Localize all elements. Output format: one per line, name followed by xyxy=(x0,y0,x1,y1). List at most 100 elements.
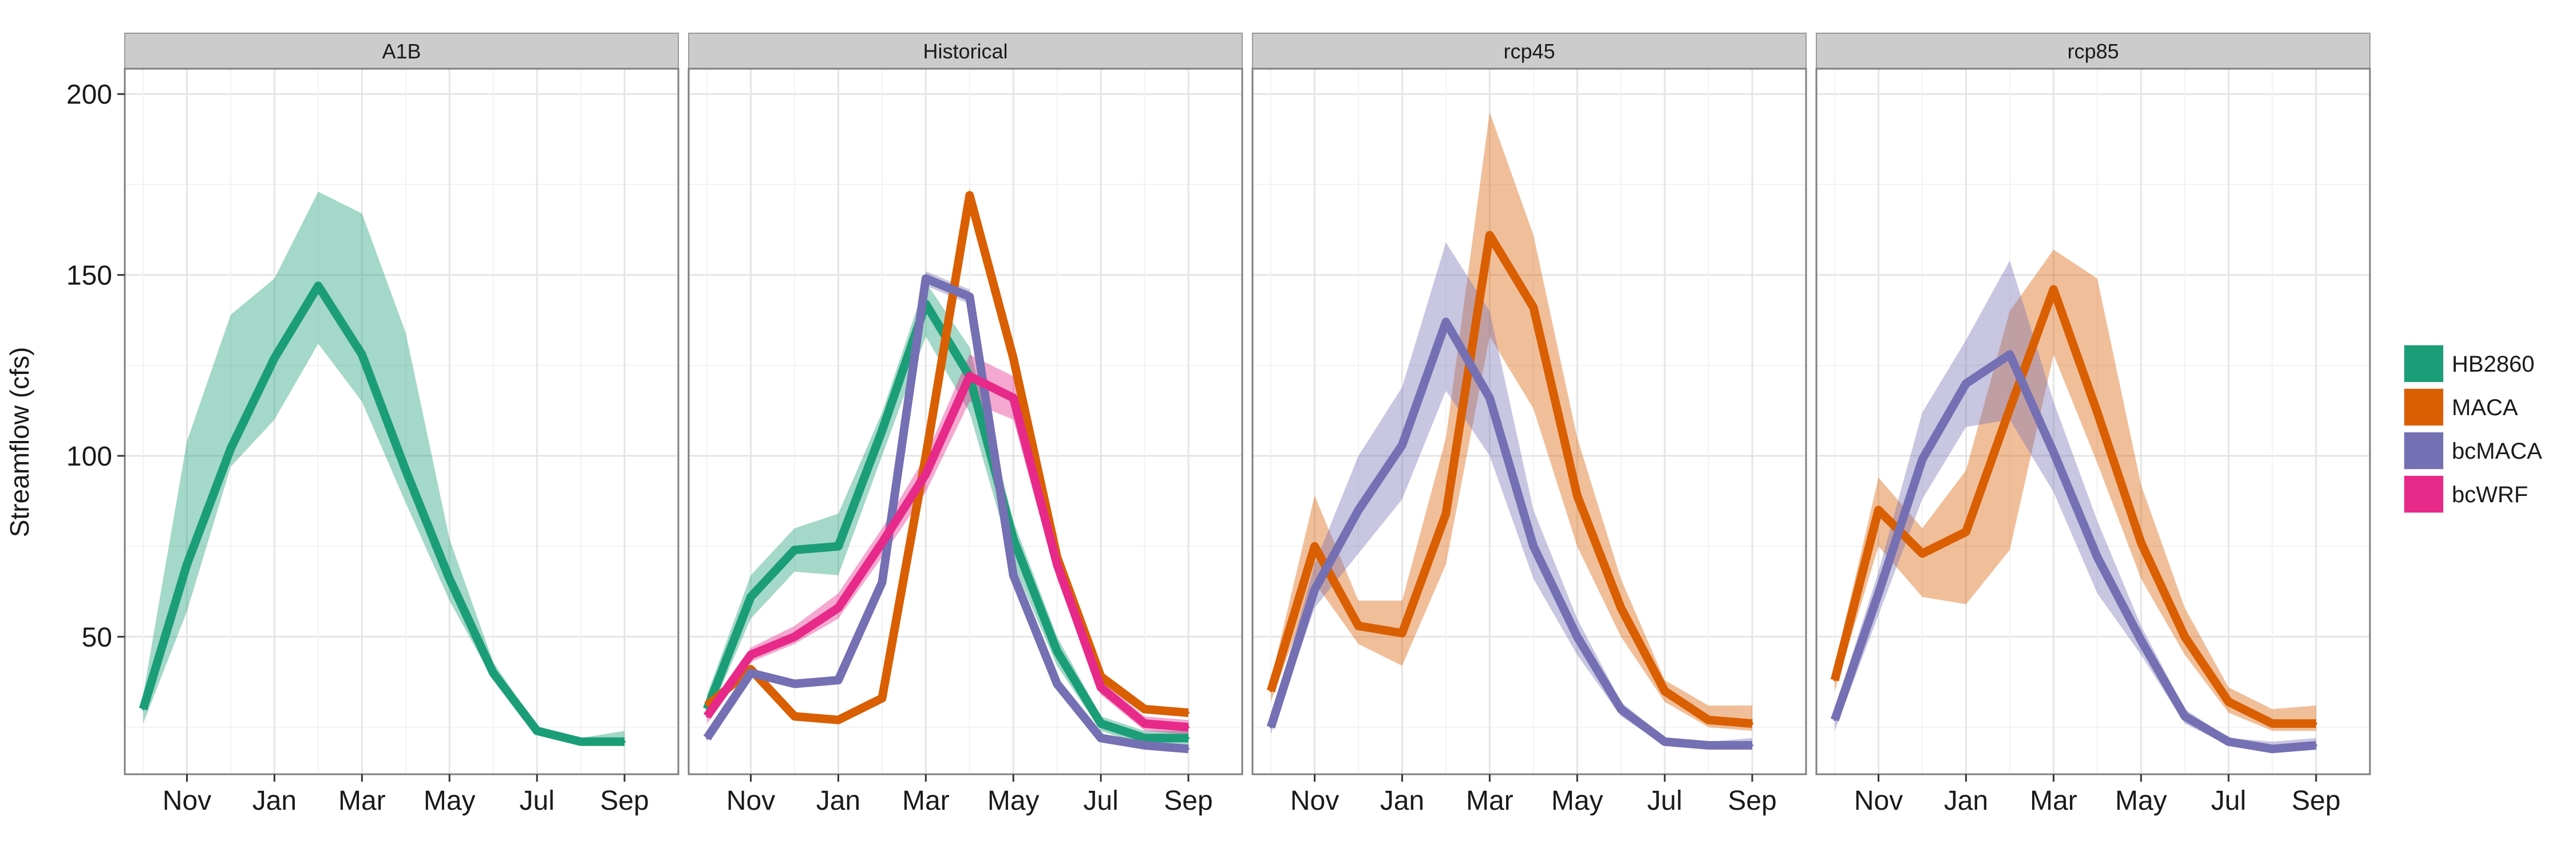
data-point-rcp45-bcmaca-jun xyxy=(1619,708,1622,711)
series-line-rcp45-bcmaca xyxy=(1266,317,1752,750)
data-point-rcp85-bcmaca-mar xyxy=(2052,451,2055,454)
x-tick-label-a1b-may: May xyxy=(424,786,476,816)
data-point-rcp45-maca-oct xyxy=(1270,689,1273,692)
data-point-rcp45-maca-jan xyxy=(1401,632,1404,635)
data-point-historical-hb2860-nov xyxy=(749,596,752,598)
panel-border-historical xyxy=(688,68,1243,775)
legend-item-bcwrf: bcWRF xyxy=(2402,474,2528,515)
data-point-rcp45-maca-sep xyxy=(1751,722,1753,725)
legend-key-swatch xyxy=(2404,345,2443,382)
data-point-rcp85-bcmaca-jul xyxy=(2227,740,2230,743)
data-point-historical-bcwrf-nov xyxy=(749,653,752,656)
x-tick-label-historical-nov: Nov xyxy=(726,786,775,816)
data-point-rcp85-bcmaca-feb xyxy=(2008,353,2011,356)
x-tick-label-a1b-nov: Nov xyxy=(163,786,211,816)
data-point-a1b-hb2860-mar xyxy=(361,353,364,356)
data-point-a1b-hb2860-dec xyxy=(229,447,232,450)
data-point-a1b-hb2860-jan xyxy=(273,357,276,360)
panel-border-a1b xyxy=(124,68,679,775)
data-point-rcp45-bcmaca-jan xyxy=(1401,444,1404,447)
data-point-a1b-hb2860-sep xyxy=(623,740,626,743)
data-point-rcp45-maca-jun xyxy=(1619,606,1622,609)
data-point-rcp85-maca-apr xyxy=(2096,411,2099,414)
data-point-rcp85-maca-dec xyxy=(1921,552,1923,555)
data-point-historical-bcwrf-jul xyxy=(1100,686,1103,689)
data-point-rcp85-bcmaca-dec xyxy=(1921,458,1923,461)
panel-border-rcp85 xyxy=(1815,68,2371,775)
x-tick-label-a1b-sep: Sep xyxy=(600,786,649,816)
x-tick-label-rcp85-jul: Jul xyxy=(2211,786,2246,816)
data-point-rcp85-maca-aug xyxy=(2271,722,2274,725)
x-tick-label-historical-sep: Sep xyxy=(1164,786,1212,816)
panel-title-rcp85: rcp85 xyxy=(2067,40,2119,63)
panel-strip-rcp45 xyxy=(1252,33,1807,69)
data-point-a1b-hb2860-oct xyxy=(142,708,145,711)
data-point-rcp45-maca-may xyxy=(1576,494,1579,497)
data-point-rcp85-maca-feb xyxy=(2008,407,2011,410)
data-point-rcp45-bcmaca-dec xyxy=(1357,509,1360,511)
legend-label-hb2860: HB2860 xyxy=(2452,352,2535,377)
series-line-a1b-hb2860 xyxy=(139,281,625,746)
data-point-historical-maca-oct xyxy=(706,704,709,707)
data-point-rcp45-bcmaca-jul xyxy=(1664,740,1666,743)
data-point-rcp85-bcmaca-nov xyxy=(1877,592,1880,595)
legend-item-bcmaca: bcMACA xyxy=(2402,430,2542,471)
data-point-rcp45-bcmaca-oct xyxy=(1270,726,1273,728)
panel-background-a1b xyxy=(125,69,678,774)
data-point-rcp45-maca-jul xyxy=(1664,689,1666,692)
data-point-historical-maca-sep xyxy=(1187,711,1190,714)
data-point-historical-bcwrf-jun xyxy=(1056,563,1058,566)
data-point-rcp45-maca-apr xyxy=(1532,306,1535,309)
y-tick-label-150: 150 xyxy=(66,261,112,291)
series-line-rcp45-maca xyxy=(1266,231,1753,728)
legend-label-maca: MACA xyxy=(2452,395,2518,420)
series-line-historical-bcmaca xyxy=(703,274,1189,754)
series-line-rcp85-maca xyxy=(1830,285,2316,728)
x-tick-label-a1b-mar: Mar xyxy=(338,786,386,816)
data-point-a1b-hb2860-apr xyxy=(404,469,407,472)
data-point-historical-bcmaca-apr xyxy=(968,295,971,298)
x-tick-label-rcp85-jan: Jan xyxy=(1944,786,1988,816)
x-tick-label-rcp45-jul: Jul xyxy=(1647,786,1682,816)
x-tick-label-rcp85-sep: Sep xyxy=(2291,786,2340,816)
facet-panels: A1B Nov Jan Mar May Jul Sep Historical Nov Jan Mar… xyxy=(66,33,2371,816)
x-tick-label-historical-may: May xyxy=(987,786,1040,816)
data-point-historical-bcmaca-sep xyxy=(1187,747,1190,750)
data-point-historical-bcmaca-jul xyxy=(1100,736,1103,739)
data-point-a1b-hb2860-jul xyxy=(536,730,539,732)
panel-rcp85: rcp85 Nov Jan Mar May Jul Sep xyxy=(1815,33,2371,816)
series-line-rcp85-bcmaca xyxy=(1831,350,2317,754)
panel-rcp45: rcp45 Nov Jan Mar May Jul Sep xyxy=(1251,33,1807,816)
data-point-historical-hb2860-aug xyxy=(1143,736,1146,739)
data-point-rcp45-maca-feb xyxy=(1444,513,1447,515)
data-point-historical-bcmaca-may xyxy=(1012,574,1015,577)
data-point-rcp45-maca-nov xyxy=(1313,545,1316,547)
data-point-historical-maca-aug xyxy=(1143,708,1146,711)
data-point-historical-bcmaca-oct xyxy=(706,736,709,739)
data-point-historical-bcmaca-dec xyxy=(793,683,796,685)
data-point-historical-hb2860-jan xyxy=(837,545,840,547)
data-point-historical-bcmaca-aug xyxy=(1143,744,1146,747)
data-point-historical-bcwrf-apr xyxy=(968,375,971,378)
panel-a1b: A1B Nov Jan Mar May Jul Sep xyxy=(124,33,679,816)
legend-item-hb2860: HB2860 xyxy=(2402,343,2535,384)
ribbon-a1b-hb2860 xyxy=(143,191,625,746)
data-point-rcp85-maca-mar xyxy=(2052,288,2055,291)
data-point-a1b-hb2860-may xyxy=(448,577,451,580)
data-point-historical-bcwrf-mar xyxy=(924,472,927,475)
panel-background-rcp45 xyxy=(1253,69,1806,774)
data-point-rcp85-bcmaca-may xyxy=(2140,639,2143,642)
x-tick-label-a1b-jul: Jul xyxy=(519,786,554,816)
data-point-historical-maca-mar xyxy=(924,455,927,458)
data-point-rcp85-bcmaca-oct xyxy=(1834,719,1836,722)
data-point-historical-bcwrf-dec xyxy=(793,635,796,638)
data-point-historical-maca-feb xyxy=(880,697,883,700)
data-point-rcp85-bcmaca-jun xyxy=(2183,715,2186,718)
ribbon-rcp45-bcmaca xyxy=(1271,242,1752,749)
data-point-historical-bcwrf-may xyxy=(1012,396,1015,399)
data-point-historical-bcmaca-feb xyxy=(880,581,883,584)
data-point-a1b-hb2860-nov xyxy=(185,563,188,566)
data-point-historical-bcmaca-mar xyxy=(924,277,927,280)
data-point-rcp85-maca-oct xyxy=(1834,679,1836,681)
